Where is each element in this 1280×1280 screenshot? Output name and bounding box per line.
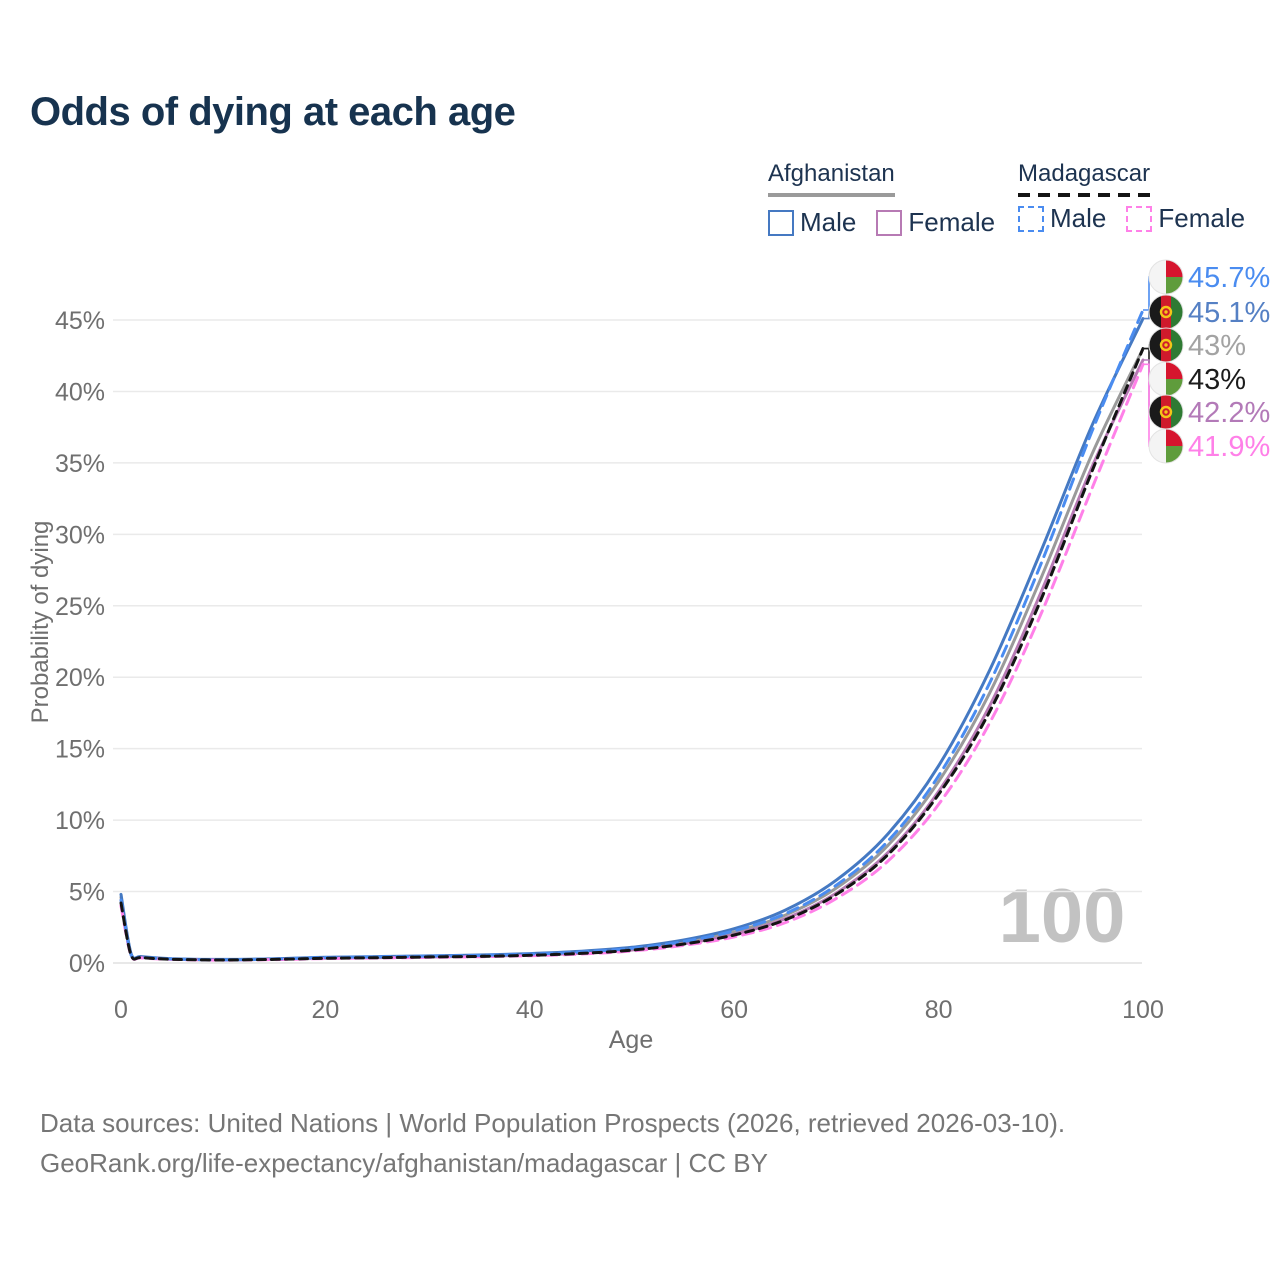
flag-icon-afghanistan xyxy=(1148,294,1184,330)
y-axis-title: Probability of dying xyxy=(27,521,54,724)
legend-item-label: Female xyxy=(1158,203,1246,233)
series-end-labels: 45.7%45.1%43%43%42.2%41.9% xyxy=(1148,259,1270,464)
flag-emblem xyxy=(1159,405,1173,419)
legend-item-afghanistan-male[interactable]: Male xyxy=(768,207,856,238)
madagascar-flag-shape xyxy=(1149,429,1183,463)
dashed-female-swatch-icon xyxy=(1126,205,1153,232)
flag-emblem-dot xyxy=(1164,410,1168,414)
y-tick-label: 15% xyxy=(55,736,105,764)
x-tick-label: 20 xyxy=(311,996,339,1024)
flag-stripe xyxy=(1171,395,1183,429)
flag-stripe xyxy=(1149,395,1161,429)
series-line-madagascar-female[interactable] xyxy=(119,362,1145,962)
data-sources-text: Data sources: United Nations | World Pop… xyxy=(40,1108,1066,1138)
x-tick-label: 100 xyxy=(1122,996,1164,1024)
y-axis-tick-labels: 0% 5% 10% 15% 20% 25% 30% 35% 40% 45% xyxy=(55,307,105,978)
legend-item-afghanistan-female[interactable]: Female xyxy=(876,207,995,238)
flag-icon-madagascar xyxy=(1148,428,1184,464)
y-tick-label: 45% xyxy=(55,307,105,335)
series-lines xyxy=(119,308,1145,962)
flag-stripe xyxy=(1149,260,1166,294)
end-label-afghanistan-female: 42.2% xyxy=(1188,397,1270,429)
legend-group-madagascar: Madagascar Male Female xyxy=(1018,160,1245,234)
legend-row-madagascar: Male Female xyxy=(1018,203,1245,234)
series-line-afghanistan-male[interactable] xyxy=(119,317,1145,961)
end-label-afghanistan-all: 43% xyxy=(1188,330,1246,362)
flag-border xyxy=(1148,428,1184,464)
flag-border xyxy=(1148,259,1184,295)
legend-group-afghanistan: Afghanistan Male Female xyxy=(768,160,995,238)
flag-icon-madagascar xyxy=(1148,259,1184,295)
y-tick-label: 5% xyxy=(69,879,105,907)
legend-item-label: Female xyxy=(908,207,996,237)
flag-emblem-dot xyxy=(1164,310,1168,314)
flag-emblem-dot xyxy=(1164,343,1168,347)
end-label-madagascar-male: 45.7% xyxy=(1188,262,1270,294)
end-label-madagascar-all: 43% xyxy=(1188,364,1246,396)
flag-stripe xyxy=(1149,362,1166,396)
y-tick-label: 10% xyxy=(55,807,105,835)
legend-row-afghanistan: Male Female xyxy=(768,207,995,238)
legend-item-madagascar-male[interactable]: Male xyxy=(1018,203,1106,234)
x-axis-tick-labels: 0 20 40 60 80 100 xyxy=(114,996,1164,1024)
attribution-text: GeoRank.org/life-expectancy/afghanistan/… xyxy=(40,1148,768,1178)
flag-icon-afghanistan xyxy=(1148,394,1184,430)
end-label-madagascar-female: 41.9% xyxy=(1188,431,1270,463)
x-tick-label: 0 xyxy=(114,996,128,1024)
legend-item-label: Male xyxy=(800,207,857,237)
y-tick-label: 25% xyxy=(55,593,105,621)
dashed-male-swatch-icon xyxy=(1018,205,1044,232)
flag-stripe xyxy=(1149,429,1166,463)
legend-header-afghanistan: Afghanistan xyxy=(768,160,895,197)
series-line-afghanistan-female[interactable] xyxy=(119,358,1145,962)
series-line-madagascar-male[interactable] xyxy=(119,308,1145,962)
gridlines xyxy=(113,319,1142,964)
y-tick-label: 0% xyxy=(69,950,105,978)
watermark-age-counter: 100 xyxy=(999,874,1126,959)
flag-icon-afghanistan xyxy=(1148,327,1184,363)
afghanistan-flag-shape xyxy=(1149,395,1183,429)
afghanistan-flag-shape xyxy=(1149,328,1183,362)
flag-icon-madagascar xyxy=(1148,361,1184,397)
afghanistan-flag-shape xyxy=(1149,295,1183,329)
x-tick-label: 40 xyxy=(516,996,544,1024)
y-tick-label: 20% xyxy=(55,664,105,692)
flag-stripe xyxy=(1149,295,1161,329)
legend-header-madagascar: Madagascar xyxy=(1018,160,1151,197)
x-tick-label: 80 xyxy=(925,996,953,1024)
y-tick-label: 30% xyxy=(55,521,105,549)
series-line-madagascar-all[interactable] xyxy=(119,347,1145,962)
flag-emblem xyxy=(1159,338,1173,352)
x-tick-label: 60 xyxy=(720,996,748,1024)
legend-item-madagascar-female[interactable]: Female xyxy=(1126,203,1245,234)
legend-item-label: Male xyxy=(1050,203,1107,233)
flag-emblem xyxy=(1159,305,1173,319)
flag-stripe xyxy=(1149,328,1161,362)
flag-stripe xyxy=(1171,295,1183,329)
series-line-afghanistan-all[interactable] xyxy=(119,347,1145,962)
y-tick-label: 35% xyxy=(55,450,105,478)
flag-stripe xyxy=(1171,328,1183,362)
solid-female-swatch-icon xyxy=(876,209,903,236)
x-axis-title: Age xyxy=(609,1026,653,1054)
y-tick-label: 40% xyxy=(55,378,105,406)
end-label-afghanistan-male: 45.1% xyxy=(1188,297,1270,329)
solid-male-swatch-icon xyxy=(768,209,794,236)
page-title: Odds of dying at each age xyxy=(30,90,516,134)
